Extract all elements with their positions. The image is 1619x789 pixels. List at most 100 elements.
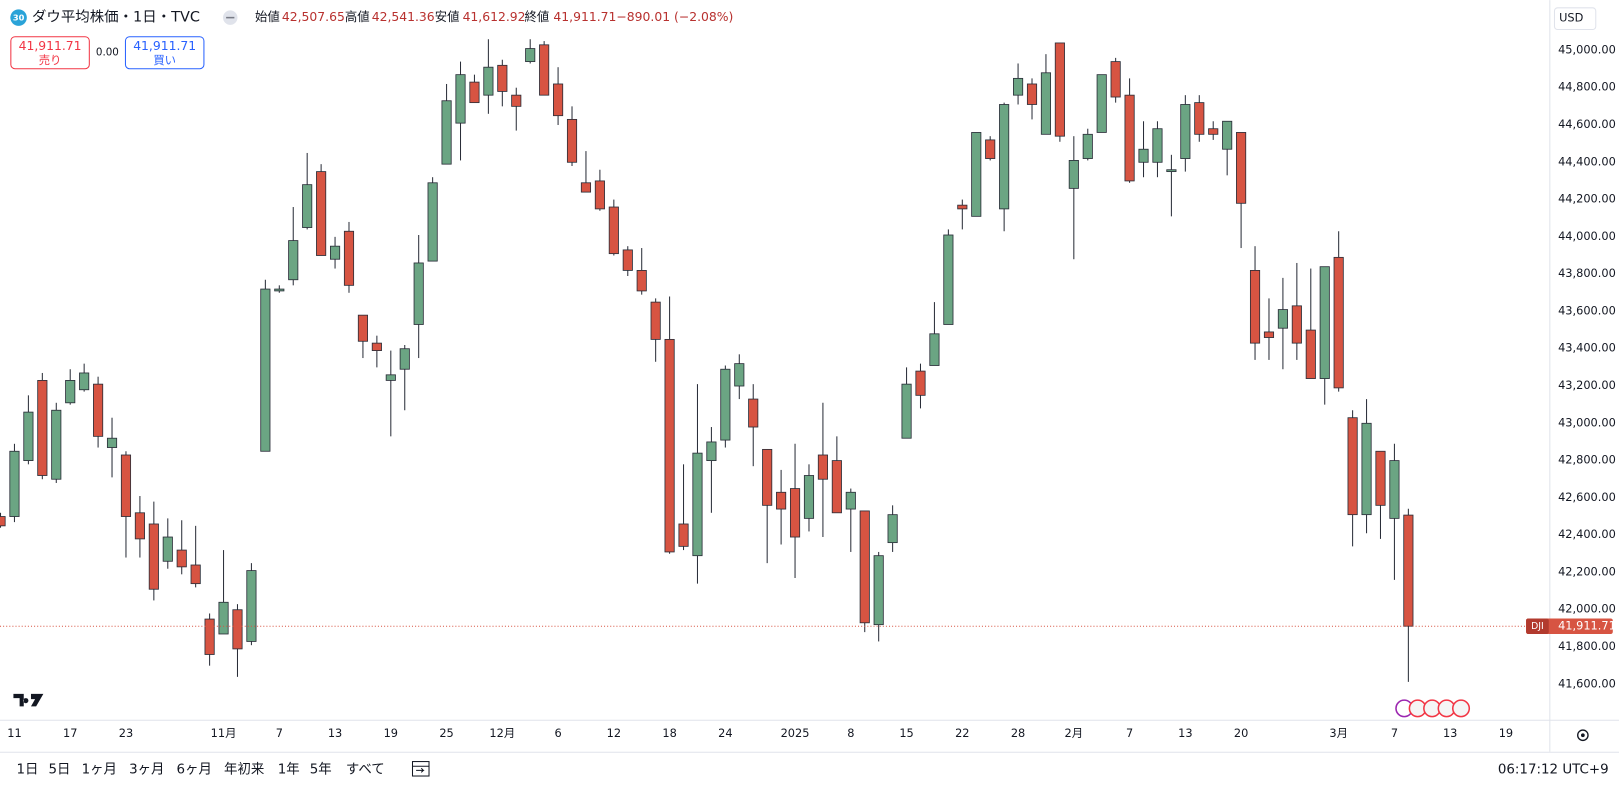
- candle-body: [580, 182, 592, 193]
- range-button[interactable]: 5年: [310, 761, 332, 777]
- candle-body: [329, 245, 341, 260]
- candle-body: [357, 314, 368, 342]
- y-tick-label: 43,000.00: [1558, 415, 1616, 429]
- candle-body: [1291, 305, 1302, 344]
- candle-body: [1236, 132, 1247, 204]
- candle-body: [427, 182, 438, 262]
- tv-logo[interactable]: [13, 693, 44, 707]
- candle-body: [37, 380, 48, 476]
- range-button[interactable]: 年初来: [224, 761, 264, 777]
- x-tick-label: 19: [384, 726, 398, 740]
- candle-body: [316, 171, 327, 256]
- date-range-icon[interactable]: [411, 761, 430, 777]
- candle-body: [999, 104, 1010, 210]
- ohlc-name: 高値: [345, 9, 370, 24]
- x-tick-label: 2月: [1065, 726, 1084, 740]
- buy-label: 買い: [153, 53, 176, 67]
- x-tick-label: 8: [847, 726, 854, 740]
- candle-body: [385, 374, 396, 381]
- chart-title[interactable]: ダウ平均株価・1日・TVC: [32, 9, 200, 26]
- candle-body: [1040, 72, 1052, 135]
- candle-body: [413, 262, 424, 325]
- candle-body: [1082, 133, 1093, 159]
- candle-body: [706, 441, 717, 462]
- x-tick-label: 7: [1391, 726, 1398, 740]
- candle-body: [1096, 74, 1107, 133]
- candle-body: [985, 139, 996, 159]
- buy-price: 41,911.71: [133, 38, 196, 53]
- sell-button[interactable]: [10, 36, 90, 70]
- range-button[interactable]: 1年: [278, 761, 300, 777]
- range-button[interactable]: 1日: [17, 762, 39, 777]
- candle-body: [608, 206, 619, 255]
- candle-body: [957, 204, 968, 210]
- candle-body: [553, 83, 564, 117]
- candle-body: [65, 380, 76, 404]
- candle-body: [1110, 61, 1121, 98]
- y-tick-label: 44,400.00: [1558, 154, 1616, 168]
- x-tick-label: 23: [119, 726, 133, 740]
- currency-button[interactable]: [1553, 7, 1597, 31]
- range-button[interactable]: 6ヶ月: [177, 762, 212, 777]
- x-tick-label: 25: [439, 726, 453, 740]
- candle-body: [469, 81, 480, 104]
- settings-icon[interactable]: [1577, 729, 1589, 742]
- candle-body: [204, 618, 215, 655]
- candle-body: [664, 338, 675, 553]
- candle-body: [1068, 160, 1079, 189]
- candle-body: [1249, 270, 1261, 344]
- candle-body: [831, 460, 842, 514]
- range-button[interactable]: 3ヶ月: [129, 762, 164, 777]
- candle-body: [845, 491, 856, 510]
- range-button[interactable]: 5日: [49, 762, 71, 777]
- candle-body: [51, 409, 62, 480]
- calendar-icon[interactable]: [411, 761, 430, 777]
- calendar-arrow: [416, 767, 425, 773]
- y-tick-label: 44,800.00: [1558, 80, 1616, 94]
- candle-body: [1263, 331, 1275, 338]
- candle-body: [1347, 417, 1358, 516]
- candle-body: [594, 180, 605, 210]
- x-tick-label: 2025: [781, 726, 810, 740]
- candle-body: [915, 370, 926, 396]
- candle-body: [1222, 120, 1233, 150]
- candle-body: [1375, 450, 1386, 506]
- symbol-tag: [1526, 618, 1549, 634]
- candle-body: [817, 454, 828, 480]
- x-tick-label: 12: [607, 726, 621, 740]
- x-tick-label: 7: [276, 726, 283, 740]
- clock: 06:17:12 UTC+9: [1498, 762, 1609, 777]
- candle-body: [1166, 169, 1177, 173]
- x-tick-label: 12月: [489, 726, 515, 740]
- candle-body: [859, 510, 870, 624]
- candle-body: [497, 64, 508, 92]
- range-button[interactable]: すべて: [346, 761, 385, 777]
- candle-body: [1361, 422, 1372, 516]
- candle-body: [734, 363, 745, 387]
- sell-label: 売り: [39, 53, 62, 67]
- y-tick-label: 43,200.00: [1558, 378, 1616, 392]
- y-tick-label: 43,800.00: [1558, 266, 1616, 280]
- candle-body: [566, 118, 578, 163]
- candle-body: [873, 555, 884, 626]
- ohlc-change: −890.01 (−2.08%): [616, 9, 733, 24]
- candle-body: [148, 523, 159, 590]
- candle-body: [399, 348, 410, 370]
- candle-body: [483, 66, 494, 96]
- candle-body: [176, 549, 187, 568]
- candle-body: [525, 48, 536, 63]
- range-button[interactable]: 1ヶ月: [82, 762, 117, 777]
- candle-body: [371, 342, 382, 352]
- candle-body: [1054, 42, 1065, 137]
- event-icons[interactable]: [1395, 699, 1471, 718]
- y-tick-label: 43,400.00: [1558, 341, 1616, 355]
- candle-body: [134, 512, 145, 540]
- x-tick-label: 6: [554, 726, 561, 740]
- y-tick-label: 42,600.00: [1558, 490, 1616, 504]
- x-tick-label: 24: [718, 726, 732, 740]
- candle-body: [9, 450, 20, 517]
- x-tick-label: 20: [1234, 726, 1248, 740]
- buy-button[interactable]: [124, 36, 205, 70]
- event-icon[interactable]: [1451, 699, 1471, 718]
